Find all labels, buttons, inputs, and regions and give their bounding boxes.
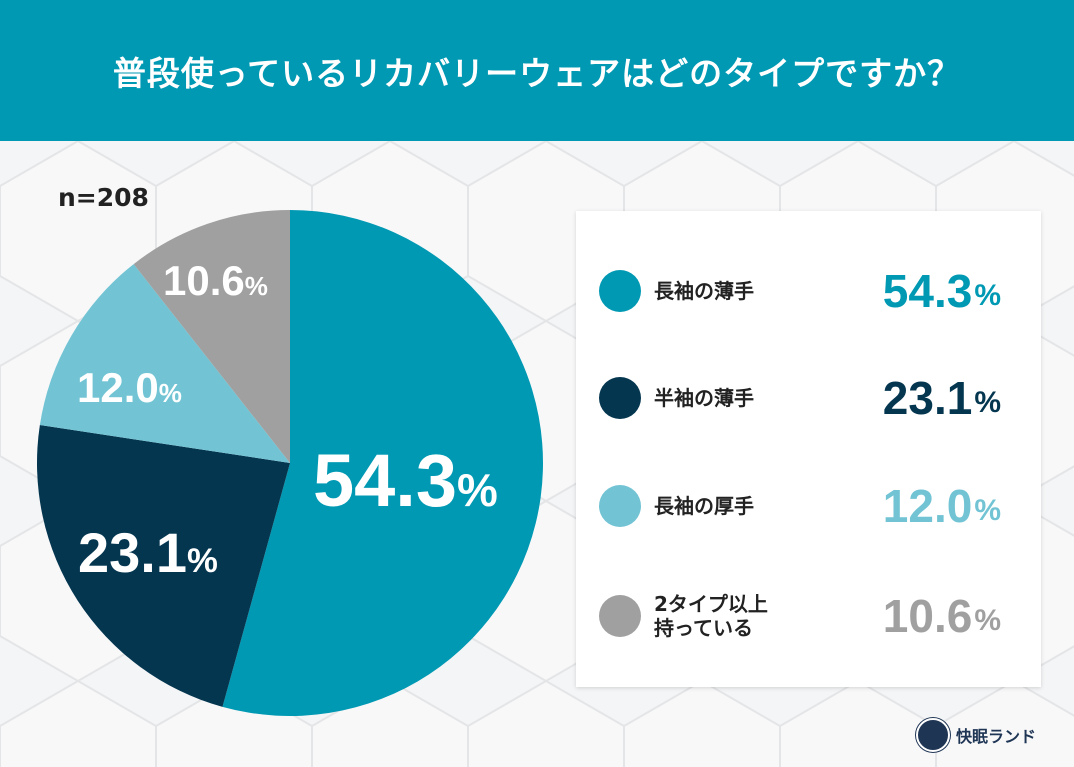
legend-label: 2タイプ以上 持っている <box>654 592 768 640</box>
legend-item: 2タイプ以上 持っている 10.6% <box>576 586 1041 646</box>
pie-slice <box>222 210 543 716</box>
brand-logo: 快眠ランド <box>916 718 1036 752</box>
pie-label-multi: 10.6% <box>163 257 268 304</box>
legend-item: 半袖の薄手 23.1% <box>576 368 1041 428</box>
legend-dot-icon <box>599 595 641 637</box>
legend-item: 長袖の薄手 54.3% <box>576 261 1041 321</box>
legend-value: 23.1% <box>882 372 1001 424</box>
pie-slice <box>39 264 290 463</box>
pie-label-short-thin: 23.1% <box>78 521 218 584</box>
legend-panel: 長袖の薄手 54.3% 半袖の薄手 23.1% 長袖の厚手 12.0% 2タイプ… <box>576 211 1041 687</box>
legend-value: 54.3% <box>882 265 1001 317</box>
legend-dot-icon <box>599 485 641 527</box>
brand-name: 快眠ランド <box>956 727 1037 746</box>
legend-item: 長袖の厚手 12.0% <box>576 476 1041 536</box>
legend-dot-icon <box>599 377 641 419</box>
legend-value: 10.6% <box>882 590 1001 642</box>
legend-label: 長袖の厚手 <box>654 494 754 518</box>
pie-label-long-thin: 54.3% <box>313 439 498 522</box>
legend-label: 長袖の薄手 <box>654 279 754 303</box>
chart-title: 普段使っているリカバリーウェアはどのタイプですか？ <box>112 53 962 93</box>
legend-label: 半袖の薄手 <box>654 386 754 410</box>
pie-chart <box>36 210 543 716</box>
legend-dot-icon <box>599 270 641 312</box>
sample-size: n=208 <box>58 183 149 212</box>
pie-label-long-thick: 12.0% <box>77 364 182 411</box>
kaimin-land-logo-icon <box>916 718 950 752</box>
pie-slice <box>36 424 290 707</box>
title-banner: 普段使っているリカバリーウェアはどのタイプですか？ <box>0 0 1074 141</box>
pie-slice <box>133 210 290 463</box>
legend-value: 12.0% <box>882 480 1001 532</box>
